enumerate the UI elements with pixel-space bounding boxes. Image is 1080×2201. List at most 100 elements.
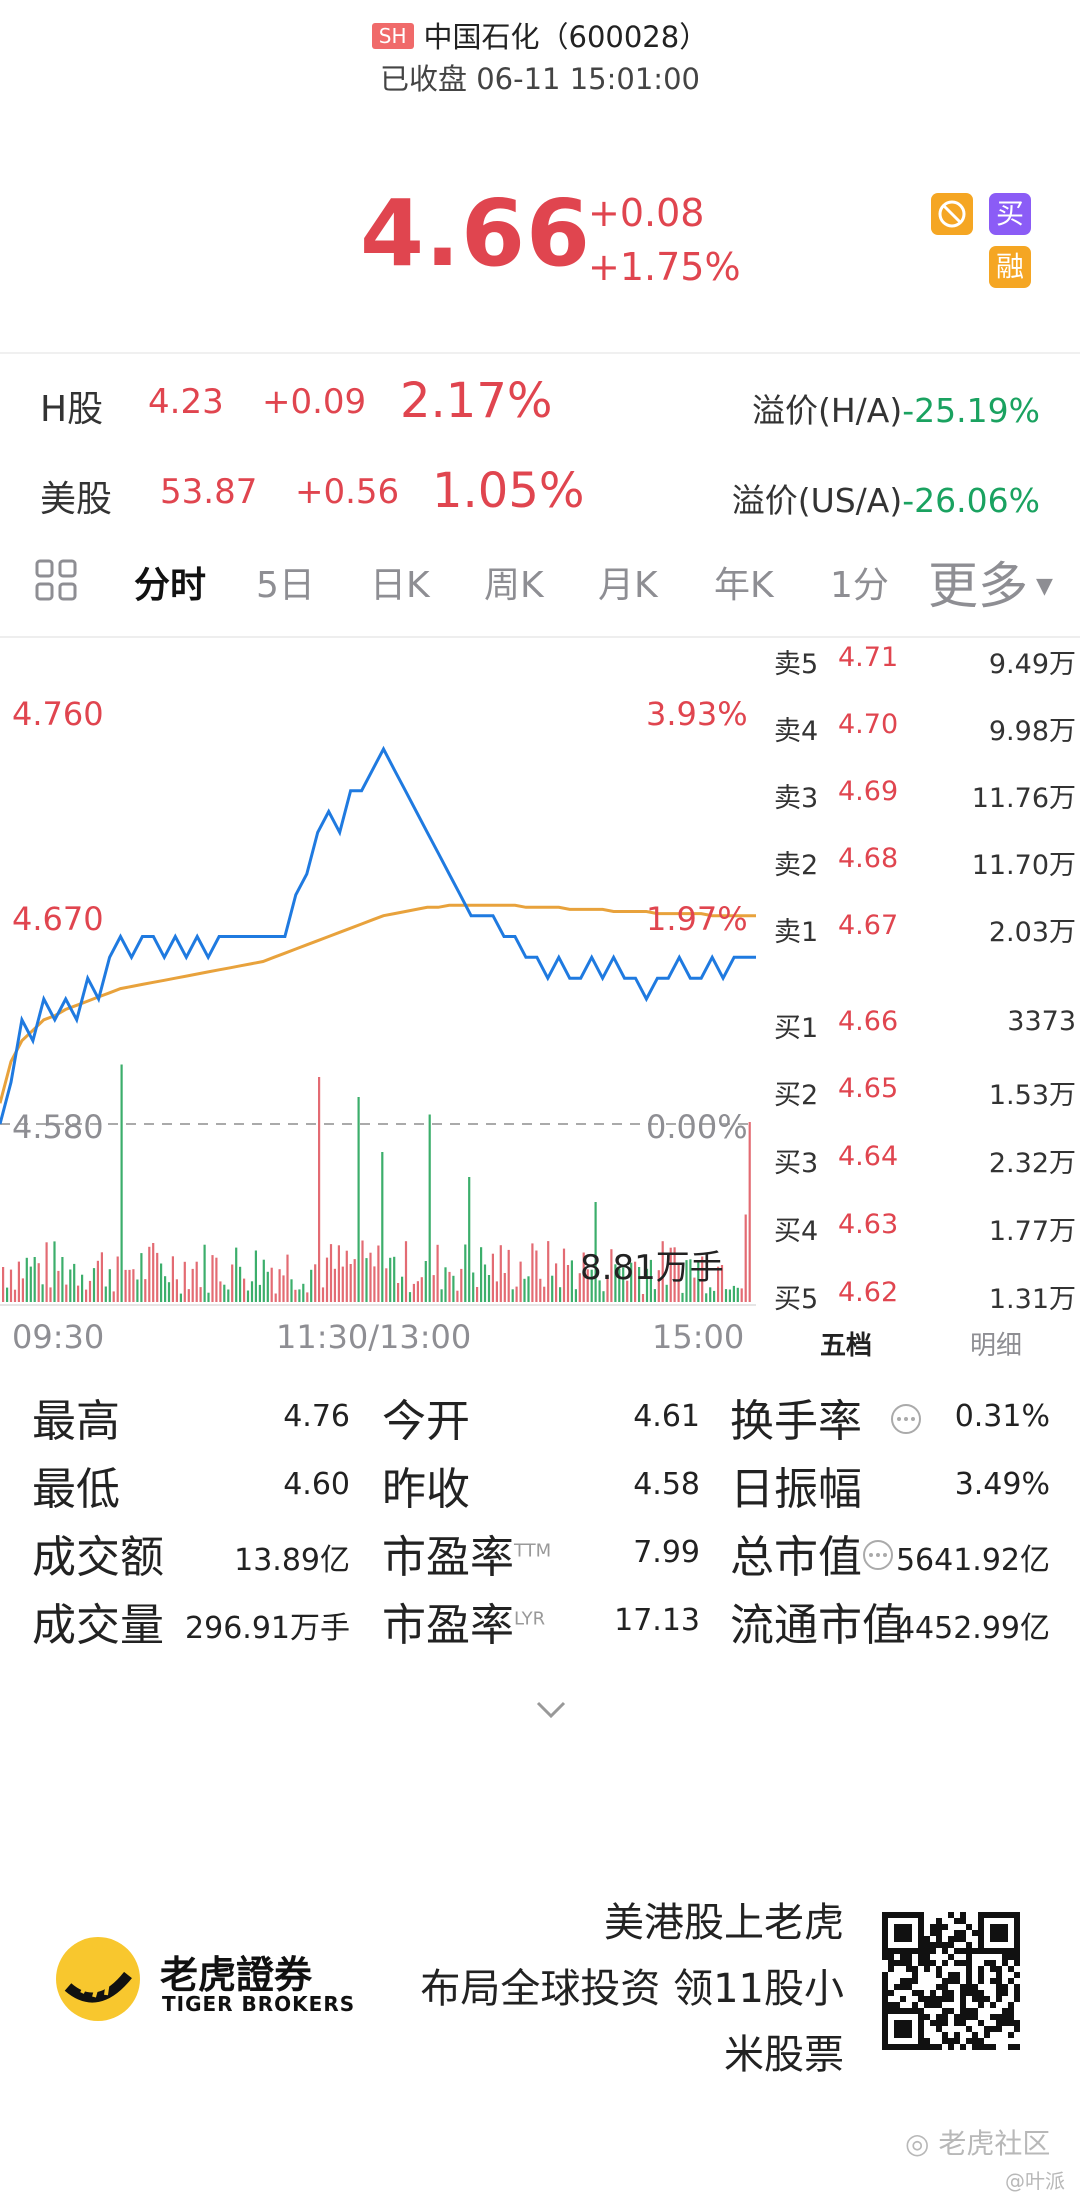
y-label-base: 4.580 — [12, 1108, 104, 1146]
volume-bar — [329, 1244, 333, 1302]
volume-bar — [641, 1294, 645, 1302]
change-value: +0.08 — [588, 191, 705, 235]
ask-volume: 11.76万 — [971, 783, 1076, 814]
volume-bar — [345, 1250, 348, 1302]
volume-bar — [634, 1261, 637, 1302]
tab-1min[interactable]: 1分 — [830, 565, 889, 606]
stat-label: 流通市值 — [730, 1600, 906, 1651]
stat-label: 最低 — [32, 1464, 120, 1515]
bid-volume: 1.53万 — [988, 1080, 1076, 1111]
volume-bar — [456, 1290, 459, 1302]
volume-bar — [140, 1253, 143, 1302]
volume-bar — [630, 1262, 633, 1302]
volume-bar — [215, 1257, 218, 1302]
ask-label: 卖2 — [774, 850, 819, 881]
volume-bar — [460, 1268, 463, 1302]
h-premium: 溢价(H/A)-25.19% — [752, 384, 1040, 432]
bid-volume: 1.31万 — [988, 1284, 1076, 1315]
stat-value: 4452.99亿 — [895, 1611, 1050, 1646]
intraday-chart[interactable] — [0, 640, 760, 1310]
volume-bar — [373, 1266, 376, 1302]
margin-icon[interactable]: 融 — [989, 246, 1031, 288]
volume-bar — [408, 1292, 412, 1302]
time-label-noon: 11:30/13:00 — [276, 1318, 472, 1356]
stats-grid: 最高 4.76 今开 4.61 换手率 0.31% 最低 4.60 昨收 4.5… — [0, 1385, 1080, 1665]
volume-bar — [96, 1260, 99, 1302]
volume-bar — [132, 1269, 135, 1302]
volume-bar — [527, 1276, 530, 1302]
stat-label: 市盈率LYR — [382, 1589, 545, 1653]
volume-bar — [148, 1246, 151, 1302]
volume-bar — [88, 1280, 92, 1302]
bid-label: 买3 — [774, 1148, 819, 1179]
tab-monthly-k[interactable]: 月K — [598, 565, 658, 606]
bid-price: 4.64 — [838, 1141, 899, 1172]
volume-bar — [476, 1287, 479, 1302]
volume-bar — [480, 1247, 483, 1302]
us-premium-label: 溢价(US/A) — [731, 481, 903, 520]
volume-bar — [602, 1291, 605, 1302]
stat-label: 换手率 — [730, 1396, 862, 1447]
volume-bar — [713, 1290, 716, 1302]
stat-label-text: 市盈率 — [382, 1532, 514, 1583]
volume-bar — [266, 1271, 269, 1302]
tab-5day[interactable]: 5日 — [256, 565, 315, 606]
volume-bar — [511, 1289, 514, 1302]
ask-label: 卖5 — [774, 649, 819, 680]
volume-bar — [440, 1289, 443, 1302]
tab-trade-detail[interactable]: 明细 — [970, 1331, 1023, 1361]
volume-bar — [136, 1279, 139, 1302]
us-premium-value: -26.06% — [902, 481, 1040, 520]
tab-weekly-k[interactable]: 周K — [484, 565, 544, 606]
tab-more[interactable]: 更多 ▼ — [928, 546, 1053, 618]
y-label-top: 4.760 — [12, 695, 104, 733]
volume-bar — [590, 1269, 593, 1302]
buy-icon[interactable]: 买 — [989, 193, 1031, 235]
more-info-icon[interactable] — [862, 1539, 894, 1575]
volume-bar — [325, 1257, 329, 1302]
volume-bar — [507, 1249, 510, 1302]
last-price: 4.66 — [360, 180, 591, 287]
layout-grid-icon[interactable] — [34, 556, 78, 611]
volume-bar — [183, 1261, 186, 1302]
lyr-sup: LYR — [514, 1608, 546, 1630]
price-line — [0, 745, 756, 1125]
tab-intraday[interactable]: 分时 — [134, 565, 207, 606]
ban-icon[interactable] — [931, 193, 973, 235]
bid-label: 买1 — [774, 1013, 819, 1044]
tab-yearly-k[interactable]: 年K — [714, 565, 774, 606]
volume-bar — [720, 1265, 724, 1302]
pct-label-top: 3.93% — [646, 695, 748, 733]
more-info-icon[interactable] — [890, 1403, 922, 1439]
stock-name: 中国石化（600028） — [423, 20, 709, 54]
volume-bar — [175, 1279, 178, 1302]
stat-value: 4.76 — [283, 1399, 350, 1434]
volume-bar — [491, 1253, 494, 1302]
us-share-change: +0.56 — [295, 472, 400, 512]
expand-chevron-icon[interactable] — [535, 1700, 567, 1724]
volume-bar — [614, 1264, 617, 1302]
volume-bar — [570, 1260, 573, 1302]
volume-bar — [515, 1286, 518, 1302]
volume-bar — [468, 1177, 471, 1302]
volume-bar — [310, 1269, 313, 1302]
volume-bar — [167, 1282, 171, 1302]
volume-bar — [499, 1245, 502, 1302]
volume-bar — [598, 1280, 601, 1302]
bid-price: 4.62 — [838, 1277, 899, 1308]
volume-bar — [65, 1284, 68, 1302]
volume-bar — [653, 1289, 656, 1302]
tab-daily-k[interactable]: 日K — [370, 565, 430, 606]
tab-five-levels[interactable]: 五档 — [820, 1331, 873, 1361]
pct-label-base: 0.00% — [646, 1108, 748, 1146]
volume-bar — [582, 1252, 585, 1302]
tiger-logo-icon — [54, 1935, 142, 2027]
volume-bar — [539, 1278, 542, 1302]
volume-bar — [104, 1286, 107, 1302]
volume-bar — [223, 1284, 226, 1302]
volume-bar — [282, 1275, 285, 1302]
stat-value: 3.49% — [954, 1467, 1050, 1502]
volume-bar — [250, 1281, 254, 1302]
volume-bar — [207, 1292, 210, 1302]
volume-bar — [369, 1252, 372, 1302]
